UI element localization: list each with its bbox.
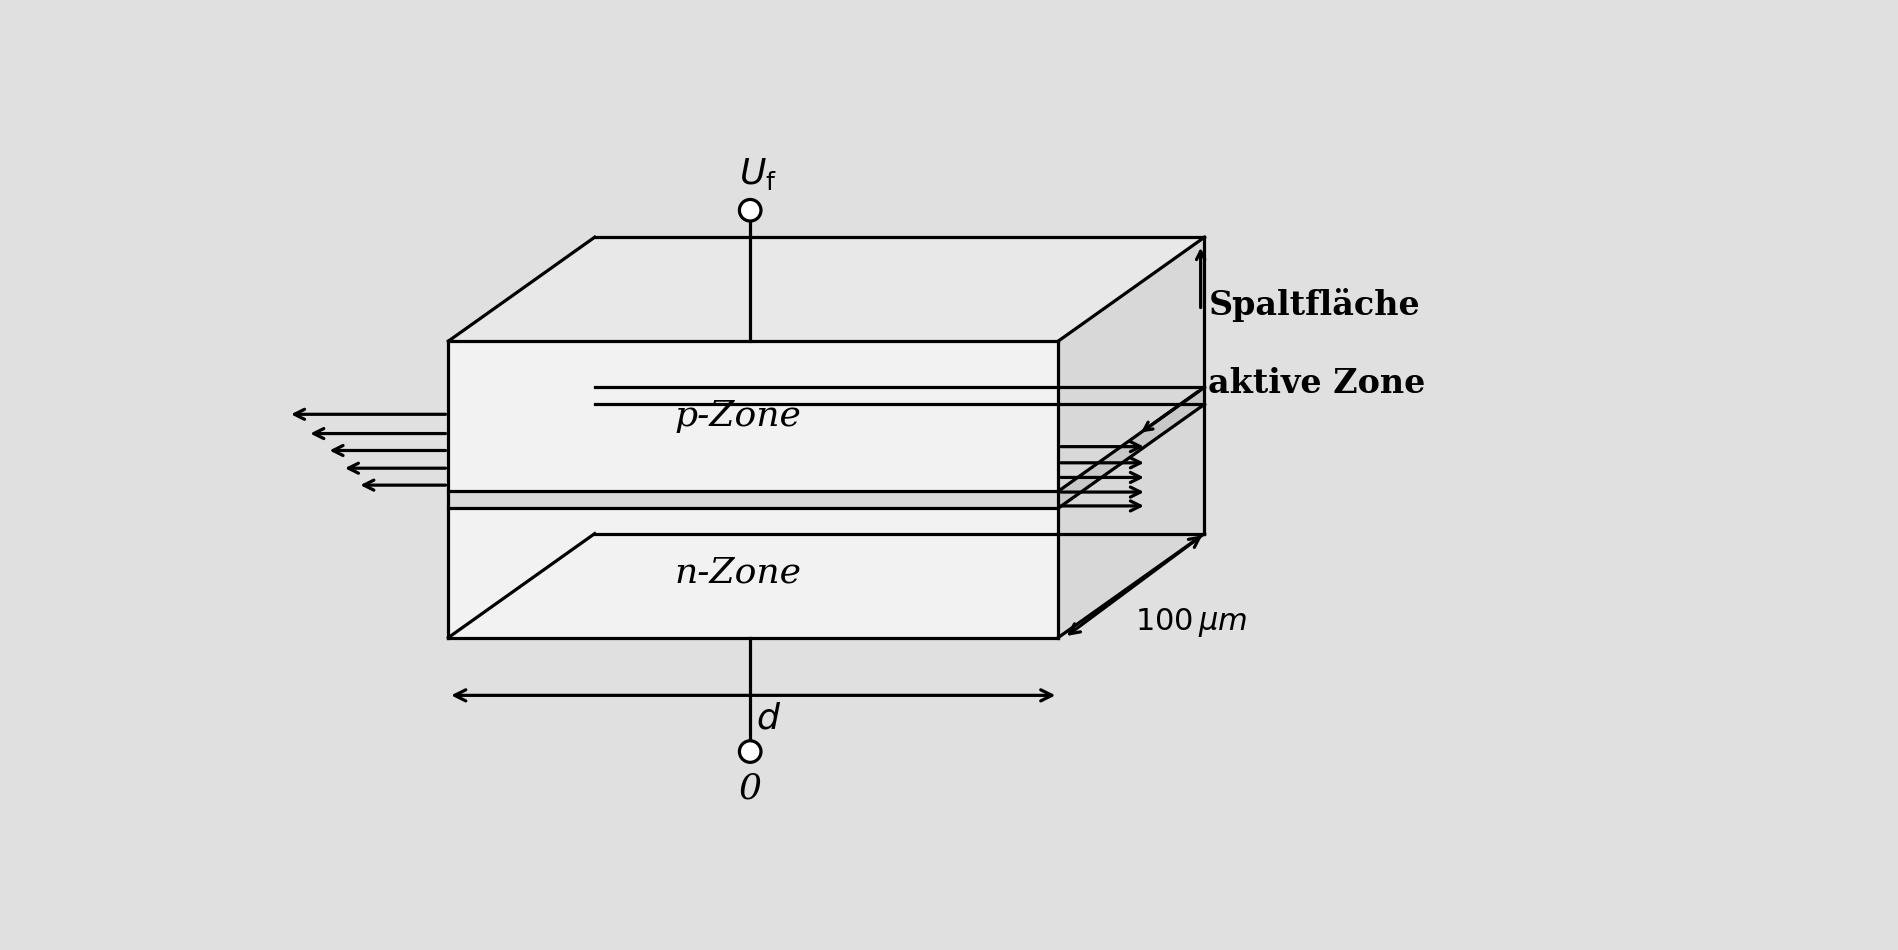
Text: aktive Zone: aktive Zone <box>1209 367 1425 400</box>
Text: 0: 0 <box>738 771 761 806</box>
Circle shape <box>740 200 761 221</box>
Polygon shape <box>448 238 1205 341</box>
Text: $U_{\rm f}$: $U_{\rm f}$ <box>738 156 776 192</box>
Circle shape <box>740 741 761 762</box>
Polygon shape <box>448 341 1059 491</box>
Text: $d$: $d$ <box>755 701 782 735</box>
Polygon shape <box>448 508 1059 637</box>
Polygon shape <box>1059 238 1205 491</box>
Text: $100\,\mu m$: $100\,\mu m$ <box>1135 606 1247 638</box>
Polygon shape <box>448 491 1059 508</box>
Polygon shape <box>1059 405 1205 637</box>
Polygon shape <box>1059 388 1205 508</box>
Text: p-Zone: p-Zone <box>674 399 801 433</box>
Text: Spaltfläche: Spaltfläche <box>1209 288 1420 322</box>
Text: n-Zone: n-Zone <box>674 556 801 590</box>
